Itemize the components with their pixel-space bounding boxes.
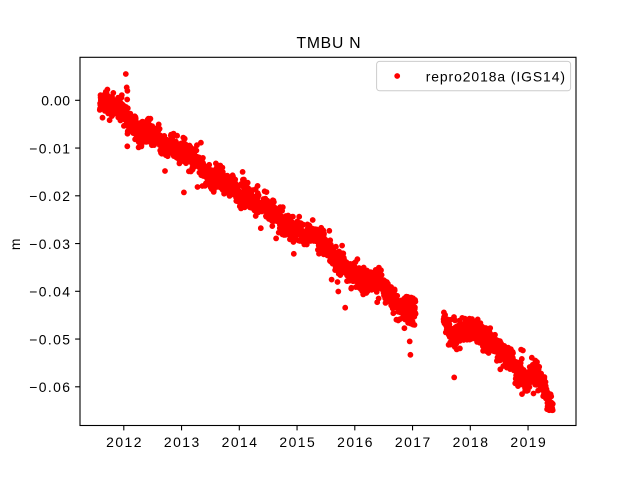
- svg-text:−0.06: −0.06: [29, 379, 70, 395]
- svg-text:2018: 2018: [453, 434, 489, 450]
- svg-text:−0.03: −0.03: [29, 236, 70, 252]
- svg-text:repro2018a (IGS14): repro2018a (IGS14): [426, 69, 565, 85]
- svg-text:−0.01: −0.01: [29, 140, 70, 156]
- svg-text:2014: 2014: [222, 434, 258, 450]
- svg-text:2019: 2019: [510, 434, 546, 450]
- svg-text:2013: 2013: [164, 434, 200, 450]
- svg-text:2016: 2016: [337, 434, 373, 450]
- svg-text:2017: 2017: [395, 434, 431, 450]
- svg-text:m: m: [7, 239, 23, 251]
- svg-text:TMBU N: TMBU N: [296, 35, 360, 52]
- svg-text:−0.05: −0.05: [29, 331, 70, 347]
- svg-text:2015: 2015: [279, 434, 315, 450]
- svg-text:2012: 2012: [106, 434, 142, 450]
- svg-text:−0.04: −0.04: [29, 284, 70, 300]
- svg-text:−0.02: −0.02: [29, 188, 70, 204]
- svg-text:0.00: 0.00: [41, 93, 70, 109]
